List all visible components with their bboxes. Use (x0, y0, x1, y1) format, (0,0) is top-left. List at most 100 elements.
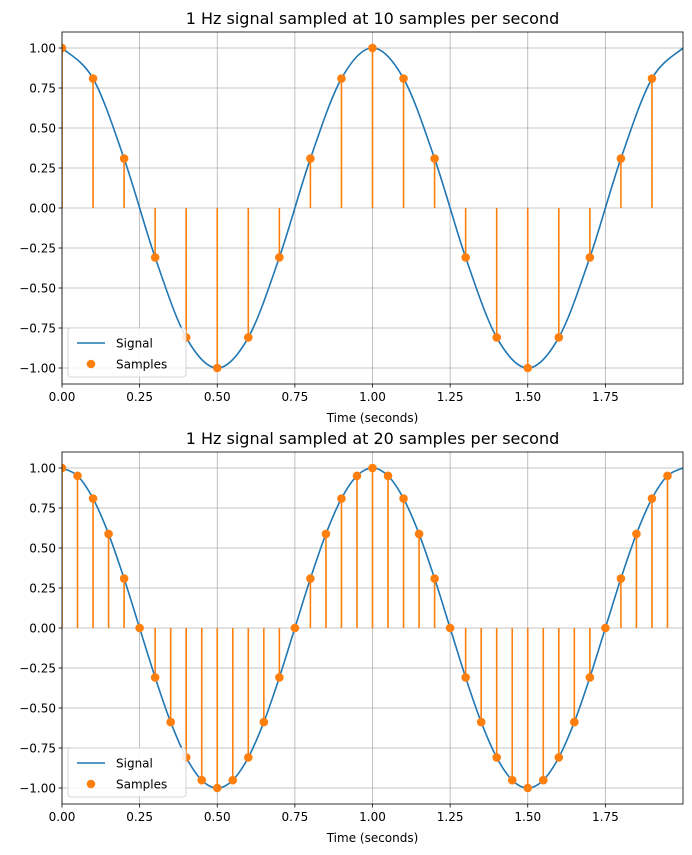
plot-area (62, 463, 683, 793)
sample-point (585, 253, 595, 262)
sample-point (368, 43, 377, 53)
legend-label: Samples (116, 778, 167, 792)
legend-label: Samples (116, 358, 167, 372)
sample-point (647, 494, 657, 503)
x-tick-label: 0.75 (282, 390, 309, 404)
legend-box (67, 327, 187, 378)
y-tick-label: −0.75 (19, 321, 56, 335)
y-tick-label: 0.00 (29, 621, 56, 635)
chart-title: 1 Hz signal sampled at 10 samples per se… (186, 9, 560, 28)
sample-point (88, 74, 98, 83)
sample-point (228, 775, 238, 785)
sample-point (104, 529, 113, 539)
sample-point (461, 253, 470, 262)
legend: Signal Samples (67, 327, 187, 378)
sample-point (321, 529, 331, 539)
sample-point (306, 574, 315, 583)
subplot-2: 0.00 0.25 0.50 0.75 1.00 1.25 1.50 1.75 1.00 0.75… (19, 429, 684, 845)
x-tick-label: 0.75 (282, 810, 309, 824)
y-tick-label: −0.25 (19, 661, 56, 675)
sample-point (476, 717, 486, 727)
legend-label: Signal (116, 757, 153, 771)
plot-area (62, 43, 683, 373)
sample-point (616, 574, 626, 583)
x-tick-label: 0.00 (49, 810, 76, 824)
x-tick-label: 0.25 (126, 390, 153, 404)
sample-point (352, 471, 362, 481)
sample-point (585, 673, 595, 682)
sample-point (461, 673, 470, 682)
x-tick-label: 1.25 (437, 390, 464, 404)
sample-point (570, 717, 579, 727)
sample-point (62, 43, 67, 53)
sample-point (275, 673, 284, 682)
x-tick-label: 0.25 (126, 810, 153, 824)
x-tick-label: 0.50 (204, 390, 231, 404)
x-tick-label: 0.50 (204, 810, 231, 824)
x-tick-label: 0.00 (49, 390, 76, 404)
x-tick-label: 1.50 (514, 810, 541, 824)
legend: Signal Samples (67, 747, 187, 798)
y-tick-label: −0.50 (19, 701, 56, 715)
x-axis-title: Time (seconds) (326, 831, 419, 845)
sample-point (663, 471, 672, 481)
legend-box (67, 747, 187, 798)
subplot-1: 0.00 0.25 0.50 0.75 1.00 1.25 1.50 1.75 1.00 0.75… (19, 9, 684, 425)
y-tick-label: −0.75 (19, 741, 56, 755)
sample-point (88, 494, 98, 503)
sample-point (244, 333, 253, 342)
legend-label: Signal (116, 337, 153, 351)
sample-point (601, 623, 610, 633)
y-tick-label: 0.75 (29, 81, 56, 95)
sample-point (119, 574, 129, 583)
sample-point (306, 154, 315, 163)
sample-point (62, 463, 67, 473)
x-axis-title: Time (seconds) (326, 411, 419, 425)
x-tick-label: 1.25 (437, 810, 464, 824)
sample-point (337, 74, 346, 83)
sample-point (73, 471, 82, 481)
sample-point (150, 673, 160, 682)
sample-point (399, 74, 408, 83)
sample-point (523, 363, 533, 373)
sample-point (507, 775, 517, 785)
x-tick-label: 1.75 (592, 810, 619, 824)
y-tick-label: 0.50 (29, 541, 56, 555)
sample-point (414, 529, 424, 539)
y-tick-label: −0.50 (19, 281, 56, 295)
sample-point (523, 783, 533, 793)
sample-point (368, 463, 377, 473)
x-tick-label: 1.50 (514, 390, 541, 404)
sample-point (445, 623, 455, 633)
y-tick-label: 0.50 (29, 121, 56, 135)
sample-point (538, 775, 548, 785)
x-tick-label: 1.00 (359, 810, 386, 824)
sample-point (492, 333, 502, 342)
x-tick-label: 1.75 (592, 390, 619, 404)
sample-point (430, 574, 439, 583)
y-tick-label: 0.00 (29, 201, 56, 215)
sample-point (244, 753, 253, 762)
sample-point (150, 253, 160, 262)
y-tick-label: −1.00 (19, 781, 56, 795)
sample-point (632, 529, 641, 539)
sample-point (197, 775, 207, 785)
sample-point (119, 154, 129, 163)
y-tick-label: −1.00 (19, 361, 56, 375)
legend-samples-swatch (86, 359, 96, 369)
sample-point (290, 623, 300, 633)
sample-point (399, 494, 408, 503)
sample-point (554, 753, 564, 762)
sample-point (337, 494, 346, 503)
legend-samples-swatch (86, 779, 96, 789)
sample-point (275, 253, 284, 262)
x-tick-label: 1.00 (359, 390, 386, 404)
sample-point (212, 363, 222, 373)
sample-point (212, 783, 222, 793)
y-tick-label: −0.25 (19, 241, 56, 255)
sample-point (259, 717, 269, 727)
chart-title: 1 Hz signal sampled at 20 samples per se… (186, 429, 560, 448)
y-tick-label: 0.25 (29, 161, 56, 175)
sample-point (616, 154, 626, 163)
